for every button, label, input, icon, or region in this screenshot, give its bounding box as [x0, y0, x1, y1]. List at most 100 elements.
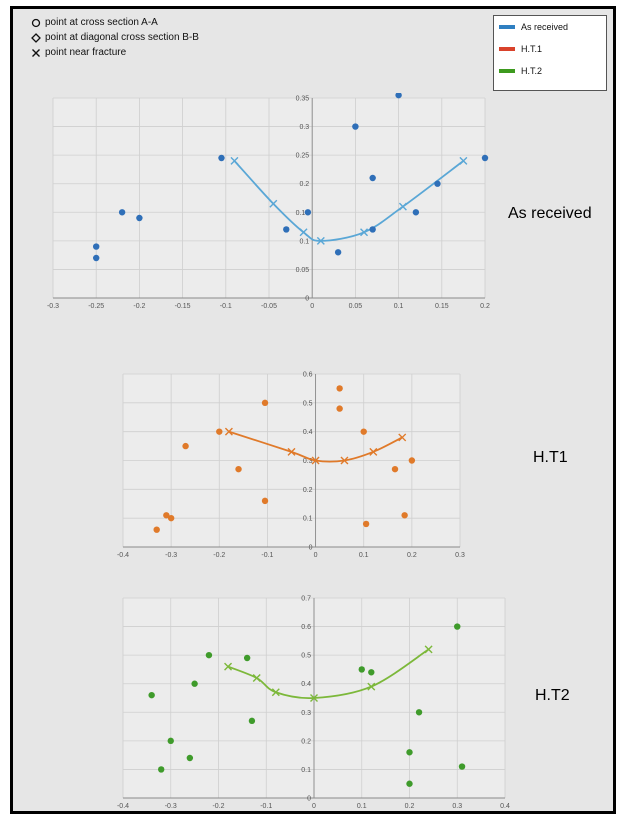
x-tick-label: 0	[312, 803, 316, 810]
data-point	[415, 709, 423, 716]
x-tick-label: 0.3	[455, 552, 465, 559]
data-point	[360, 428, 367, 435]
legend-label: As received	[521, 22, 569, 32]
x-tick-label: 0	[314, 552, 318, 559]
data-point	[391, 465, 399, 473]
fracture-point-marker	[269, 199, 278, 208]
x-tick-label: -0.1	[220, 303, 232, 310]
data-point	[167, 737, 174, 745]
data-point	[368, 669, 375, 676]
y-tick-label: 0.05	[296, 267, 310, 274]
data-point	[148, 691, 155, 699]
y-tick-label: 0.6	[301, 624, 311, 631]
data-point	[406, 749, 413, 756]
y-tick-label: 0	[307, 796, 311, 803]
y-tick-label: 0.2	[303, 487, 313, 494]
y-tick-label: 0.2	[299, 181, 309, 188]
data-point	[369, 174, 376, 182]
fracture-point-marker	[224, 427, 233, 436]
fracture-point-marker	[340, 456, 349, 465]
figure-frame: point at cross section A-A point at diag…	[10, 6, 616, 814]
x-tick-label: -0.05	[261, 303, 277, 310]
data-point	[205, 651, 213, 659]
x-tick-label: 0.2	[405, 803, 415, 810]
symbol-key-label: point near fracture	[45, 47, 127, 58]
data-point	[167, 514, 175, 522]
data-point	[334, 249, 342, 256]
fracture-point-marker	[311, 456, 320, 465]
legend-swatch	[499, 47, 515, 51]
y-tick-label: 0.6	[303, 372, 313, 379]
x-tick-label: -0.2	[213, 552, 225, 559]
data-point	[458, 763, 466, 770]
y-tick-label: 0	[305, 296, 309, 303]
x-tick-label: 0.3	[452, 803, 462, 810]
data-point	[261, 497, 269, 505]
data-point	[136, 214, 143, 222]
x-tick-label: 0.2	[480, 303, 490, 310]
data-point	[182, 442, 189, 450]
fracture-point-marker	[224, 662, 233, 671]
chart-ht1: -0.4 -0.3 -0.2 -0.1 0 0.1 0.2 0.3 0 0.1 0.2 0.3 0.4 0…	[105, 369, 475, 564]
legend: As received H.T.1 H.T.2	[493, 15, 607, 91]
data-point	[186, 754, 194, 762]
fracture-point-marker	[398, 433, 407, 442]
chart-as-received: -0.3 -0.25 -0.2 -0.15 -0.1 -0.05 0 0.05 0.1 0.15 0…	[35, 93, 495, 313]
x-tick-label: -0.1	[261, 552, 273, 559]
symbol-key-row-diamond: point at diagonal cross section B-B	[27, 30, 199, 45]
data-point	[158, 766, 165, 773]
data-point	[408, 457, 416, 464]
y-tick-label: 0.4	[301, 681, 311, 688]
y-tick-label: 0.5	[301, 653, 311, 660]
symbol-key-row-cross: point near fracture	[27, 45, 199, 60]
data-point	[454, 623, 461, 630]
x-tick-label: 0.05	[349, 303, 363, 310]
legend-swatch	[499, 69, 515, 73]
y-tick-label: 0.1	[301, 767, 311, 774]
symbol-key-label: point at diagonal cross section B-B	[45, 32, 199, 43]
data-point	[395, 93, 402, 99]
side-label-ht1: H.T1	[533, 449, 568, 466]
data-point	[283, 226, 290, 233]
data-point	[369, 226, 376, 233]
fracture-point-marker	[459, 156, 468, 165]
legend-label: H.T.1	[521, 44, 543, 54]
fracture-point-marker	[310, 694, 318, 702]
x-tick-label: -0.25	[88, 303, 104, 310]
fracture-point-marker	[424, 645, 433, 654]
data-point	[352, 123, 359, 130]
data-point	[153, 526, 160, 533]
legend-item-ht1: H.T.1	[494, 38, 606, 60]
fracture-point-marker	[398, 202, 407, 211]
y-tick-label: 0.3	[299, 124, 309, 131]
fracture-point-marker	[287, 447, 296, 456]
x-tick-label: -0.3	[47, 303, 59, 310]
x-tick-label: -0.1	[260, 803, 272, 810]
chart-ht2: -0.4 -0.3 -0.2 -0.1 0 0.1 0.2 0.3 0.4 0 0.1 0.2 0.3 0…	[105, 593, 525, 813]
fracture-point-marker	[360, 228, 369, 237]
legend-label: H.T.2	[521, 66, 543, 76]
data-point	[401, 512, 408, 519]
x-tick-label: 0	[310, 303, 314, 310]
fracture-point-marker	[271, 688, 280, 697]
x-tick-label: 0.1	[359, 552, 369, 559]
x-tick-label: 0.2	[407, 552, 417, 559]
fracture-point-marker	[369, 447, 378, 456]
side-label-as-received: As received	[508, 205, 592, 222]
data-point	[481, 154, 489, 162]
side-label-ht2: H.T2	[535, 687, 570, 704]
data-point	[118, 209, 126, 216]
y-tick-label: 0.4	[303, 429, 313, 436]
x-tick-label: -0.2	[133, 303, 145, 310]
fracture-point-marker	[367, 682, 376, 691]
data-point	[243, 654, 251, 662]
data-point	[304, 209, 312, 216]
data-point	[248, 717, 256, 725]
x-tick-label: -0.3	[165, 803, 177, 810]
symbol-key: point at cross section A-A point at diag…	[27, 15, 199, 60]
data-point	[93, 254, 100, 262]
x-tick-label: -0.4	[117, 803, 129, 810]
y-tick-label: 0.15	[296, 210, 310, 217]
y-tick-label: 0.7	[301, 596, 311, 603]
legend-swatch	[499, 25, 515, 29]
